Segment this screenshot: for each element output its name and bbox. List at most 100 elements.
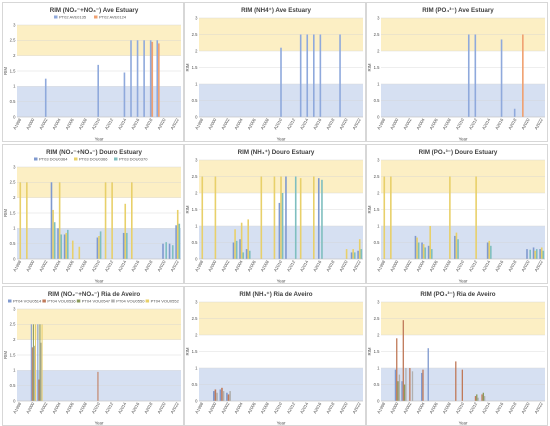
x-tick-label: A2016: [130, 401, 141, 415]
legend-label: PT03 DOU0366: [79, 156, 108, 161]
x-tick-label: A2010: [273, 117, 284, 131]
x-tick-label: A2014: [117, 117, 128, 131]
y-tick-label: 1.5: [192, 65, 198, 70]
x-tick-label: A2016: [312, 117, 323, 131]
legend-label: PT04 VOU0514: [13, 298, 42, 303]
x-tick-label: A2004: [51, 117, 62, 131]
y-tick-label: 0.5: [192, 98, 198, 103]
legend-label: PT03 DOU0364: [39, 156, 68, 161]
bar: [481, 394, 483, 401]
bar: [422, 369, 424, 401]
bar: [405, 368, 407, 401]
x-tick-label: A2018: [507, 401, 518, 415]
bar: [358, 239, 361, 259]
x-tick-label: A2008: [442, 401, 453, 415]
legend-swatch: [76, 299, 81, 303]
y-tick-label: 3: [195, 299, 198, 304]
bar: [454, 235, 456, 259]
x-tick-label: A2008: [78, 117, 89, 131]
bar: [467, 34, 470, 117]
bar: [58, 182, 61, 259]
bar: [431, 249, 433, 259]
bar: [542, 250, 545, 259]
bar: [38, 379, 40, 401]
x-tick-label: A2004: [51, 259, 62, 273]
bar: [65, 232, 67, 259]
bar: [416, 237, 418, 259]
x-tick-label: A2014: [481, 259, 492, 273]
y-tick-label: 3: [377, 299, 380, 304]
bar: [158, 43, 160, 117]
y-tick-label: 1: [13, 368, 16, 373]
x-tick-label: A2000: [207, 259, 218, 273]
bar: [33, 345, 35, 401]
bar: [409, 368, 411, 401]
y-tick-label: 0.5: [374, 240, 380, 245]
x-tick-label: A2022: [351, 259, 362, 273]
x-tick-label: A2022: [533, 117, 544, 131]
chart-svg: RIM (NH₄⁺) Douro Estuary 0 0.5 1 1.5 2 2.5 3 A19…: [185, 149, 363, 283]
bar: [313, 176, 315, 259]
x-tick-label: A2022: [169, 117, 180, 131]
y-tick-label: 2: [377, 332, 380, 337]
x-tick-label: A2008: [260, 401, 271, 415]
bar: [483, 396, 486, 401]
y-tick-label: 2: [377, 190, 380, 195]
y-tick-label: 2: [13, 53, 16, 58]
chart-title: RIM (NO₂⁻+NO₃⁻) Douro Estuary: [46, 149, 142, 156]
bar: [427, 245, 430, 259]
bar: [299, 178, 302, 259]
x-tick-label: A1998: [194, 401, 205, 415]
bar: [429, 226, 431, 259]
y-tick-label: 0: [13, 398, 16, 403]
x-tick-label: A2010: [455, 117, 466, 131]
bar: [422, 244, 425, 259]
x-axis-label: Year: [459, 279, 468, 284]
x-tick-label: A2014: [299, 117, 310, 131]
x-tick-label: A2016: [130, 117, 141, 131]
y-axis-label: RIM: [185, 205, 190, 213]
x-tick-label: A2016: [494, 259, 505, 273]
bar: [396, 338, 398, 401]
bar: [529, 249, 531, 259]
bar: [247, 219, 249, 259]
chart-svg: RIM (NH4⁺) Ave Estuary 0 0.5 1 1.5 2 2.5 3 A1998…: [185, 7, 363, 141]
y-tick-label: 3: [377, 15, 380, 20]
x-tick-label: A2012: [286, 117, 297, 131]
y-tick-label: 2.5: [10, 180, 16, 185]
legend-swatch: [34, 157, 38, 161]
bar: [427, 348, 429, 401]
chart-panel-3: RIM (PO₄³⁻) Ave Estuary 0 0.5 1 1.5 2 2.5 3 A199…: [366, 2, 548, 142]
legend-label: PT04 VOU0547: [82, 298, 111, 303]
x-tick-label: A2010: [273, 401, 284, 415]
bar: [486, 242, 489, 259]
y-tick-label: 2.5: [374, 32, 380, 37]
y-tick-label: 0: [13, 256, 16, 261]
bar: [234, 229, 236, 259]
x-tick-label: A2020: [520, 259, 531, 273]
bar: [398, 374, 401, 401]
x-tick-label: A2014: [481, 117, 492, 131]
x-tick-label: A2018: [507, 117, 518, 131]
y-tick-label: 1.5: [10, 352, 16, 357]
x-tick-label: A1998: [376, 117, 387, 131]
bar: [260, 176, 263, 259]
x-tick-label: A1998: [376, 259, 387, 273]
x-tick-label: A2006: [246, 259, 257, 273]
bar: [319, 34, 322, 117]
y-axis-label: RIM: [367, 63, 372, 71]
y-tick-label: 0: [13, 114, 16, 119]
bar: [156, 40, 159, 118]
bar: [242, 252, 245, 259]
x-tick-label: A2022: [169, 259, 180, 273]
bar: [39, 324, 41, 401]
y-tick-label: 3: [195, 157, 198, 162]
x-tick-label: A2010: [455, 401, 466, 415]
x-tick-label: A2002: [38, 259, 49, 273]
legend-swatch: [145, 299, 150, 303]
chart-title: RIM (NH₄⁺) Douro Estuary: [238, 149, 315, 156]
y-axis-label: RIM: [367, 205, 372, 213]
